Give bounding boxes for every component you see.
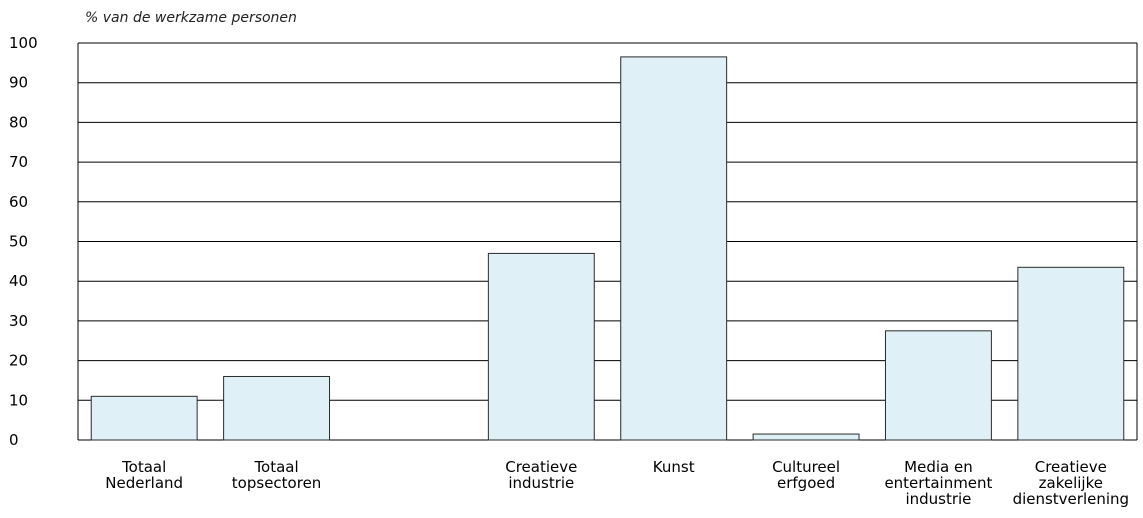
x-tick-label-5: Cultureel erfgoed <box>772 458 840 492</box>
x-tick-label-4: Kunst <box>653 458 695 476</box>
y-tick-label-90: 90 <box>9 74 28 92</box>
bar-7 <box>1017 266 1125 441</box>
bar-1 <box>223 375 331 441</box>
y-axis-title: % van de werkzame personen <box>85 10 297 26</box>
x-tick-label-6: Media en entertainment industrie <box>884 458 992 508</box>
x-tick-label-7: Creatieve zakelijke dienstverlening <box>1013 458 1130 508</box>
y-tick-label-20: 20 <box>9 352 28 370</box>
y-tick-label-60: 60 <box>9 193 28 211</box>
bar-0 <box>90 395 198 441</box>
y-tick-label-10: 10 <box>9 391 28 409</box>
bar-5 <box>752 433 860 441</box>
y-tick-label-0: 0 <box>9 431 19 449</box>
bar-6 <box>884 330 992 441</box>
y-tick-label-50: 50 <box>9 233 28 251</box>
bar-3 <box>487 252 595 441</box>
y-tick-label-100: 100 <box>9 34 38 52</box>
bar-4 <box>620 56 728 441</box>
y-tick-label-80: 80 <box>9 113 28 131</box>
y-tick-label-40: 40 <box>9 272 28 290</box>
y-tick-label-70: 70 <box>9 153 28 171</box>
x-tick-label-0: Totaal Nederland <box>105 458 183 492</box>
x-tick-label-1: Totaal topsectoren <box>232 458 322 492</box>
y-tick-label-30: 30 <box>9 312 28 330</box>
x-tick-label-3: Creatieve industrie <box>505 458 577 492</box>
